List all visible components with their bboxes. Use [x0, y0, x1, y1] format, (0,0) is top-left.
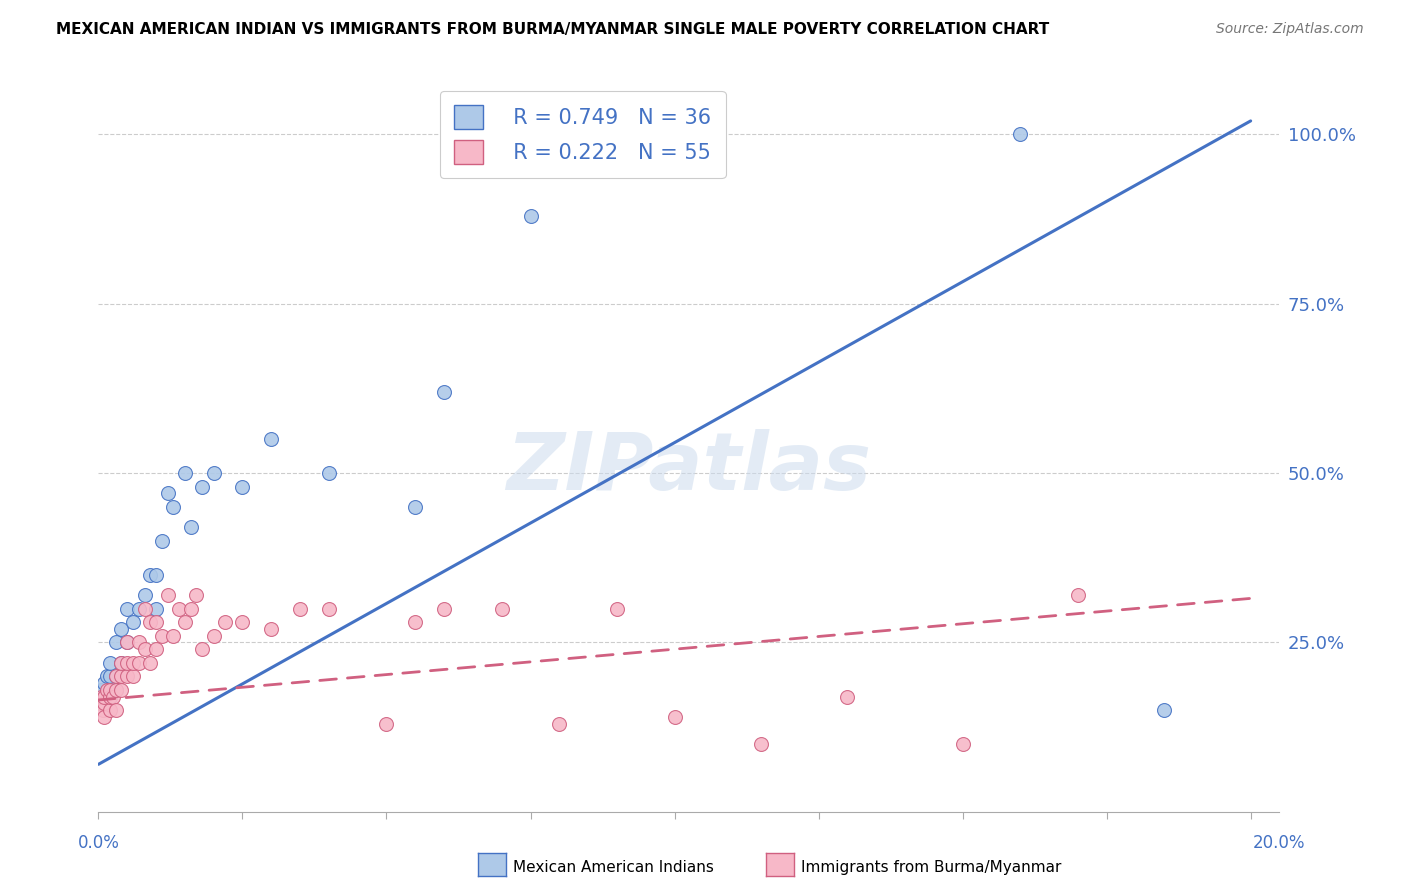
Point: [952, 737, 974, 751]
Point: [162, 500, 184, 514]
Point: [145, 615, 167, 629]
Point: [180, 601, 202, 615]
Point: [128, 635, 150, 649]
Point: [96, 682, 118, 697]
Point: [260, 622, 283, 636]
Point: [186, 588, 208, 602]
Point: [145, 642, 167, 657]
Point: [404, 615, 426, 629]
Point: [134, 642, 156, 657]
Point: [90, 682, 112, 697]
Legend:   R = 0.749   N = 36,   R = 0.222   N = 55: R = 0.749 N = 36, R = 0.222 N = 55: [440, 91, 725, 178]
Point: [664, 710, 686, 724]
Text: Mexican American Indians: Mexican American Indians: [513, 860, 714, 874]
Point: [749, 737, 772, 751]
Point: [606, 601, 628, 615]
Point: [202, 466, 225, 480]
Text: MEXICAN AMERICAN INDIAN VS IMMIGRANTS FROM BURMA/MYANMAR SINGLE MALE POVERTY COR: MEXICAN AMERICAN INDIAN VS IMMIGRANTS FR…: [56, 22, 1049, 37]
Point: [433, 601, 456, 615]
Point: [180, 520, 202, 534]
Point: [98, 690, 121, 704]
Point: [110, 622, 132, 636]
Point: [110, 682, 132, 697]
Point: [167, 601, 190, 615]
Point: [122, 615, 145, 629]
Point: [139, 656, 162, 670]
Point: [837, 690, 859, 704]
Point: [173, 466, 195, 480]
Point: [162, 629, 184, 643]
Text: 0.0%: 0.0%: [77, 834, 120, 852]
Point: [89, 697, 111, 711]
Point: [548, 716, 571, 731]
Point: [122, 656, 145, 670]
Point: [98, 656, 121, 670]
Point: [491, 601, 513, 615]
Point: [93, 676, 115, 690]
Point: [191, 642, 214, 657]
Point: [318, 601, 340, 615]
Point: [128, 656, 150, 670]
Point: [93, 690, 115, 704]
Point: [375, 716, 398, 731]
Point: [318, 466, 340, 480]
Point: [1153, 703, 1175, 717]
Point: [288, 601, 311, 615]
Point: [104, 635, 127, 649]
Point: [104, 669, 127, 683]
Text: 20.0%: 20.0%: [1253, 834, 1306, 852]
Point: [90, 690, 112, 704]
Point: [145, 567, 167, 582]
Text: Immigrants from Burma/Myanmar: Immigrants from Burma/Myanmar: [801, 860, 1062, 874]
Point: [104, 682, 127, 697]
Point: [98, 682, 121, 697]
Point: [122, 669, 145, 683]
Point: [156, 486, 179, 500]
Point: [104, 669, 127, 683]
Point: [115, 656, 138, 670]
Point: [134, 588, 156, 602]
Point: [145, 601, 167, 615]
Point: [150, 533, 173, 548]
Point: [134, 601, 156, 615]
Text: Source: ZipAtlas.com: Source: ZipAtlas.com: [1216, 22, 1364, 37]
Point: [96, 669, 118, 683]
Point: [110, 669, 132, 683]
Point: [139, 567, 162, 582]
Text: ZIPatlas: ZIPatlas: [506, 429, 872, 507]
Point: [260, 432, 283, 446]
Point: [93, 697, 115, 711]
Point: [91, 703, 114, 717]
Point: [101, 690, 124, 704]
Point: [98, 669, 121, 683]
Point: [110, 656, 132, 670]
Point: [519, 209, 541, 223]
Point: [98, 703, 121, 717]
Point: [191, 480, 214, 494]
Point: [404, 500, 426, 514]
Point: [104, 703, 127, 717]
Point: [150, 629, 173, 643]
Point: [115, 601, 138, 615]
Point: [110, 656, 132, 670]
Point: [1010, 128, 1032, 142]
Point: [433, 384, 456, 399]
Point: [98, 690, 121, 704]
Point: [231, 480, 253, 494]
Point: [1067, 588, 1090, 602]
Point: [214, 615, 236, 629]
Point: [115, 669, 138, 683]
Point: [104, 682, 127, 697]
Point: [128, 601, 150, 615]
Point: [139, 615, 162, 629]
Point: [202, 629, 225, 643]
Point: [156, 588, 179, 602]
Point: [115, 635, 138, 649]
Point: [93, 697, 115, 711]
Point: [93, 710, 115, 724]
Point: [231, 615, 253, 629]
Point: [173, 615, 195, 629]
Point: [91, 690, 114, 704]
Point: [115, 635, 138, 649]
